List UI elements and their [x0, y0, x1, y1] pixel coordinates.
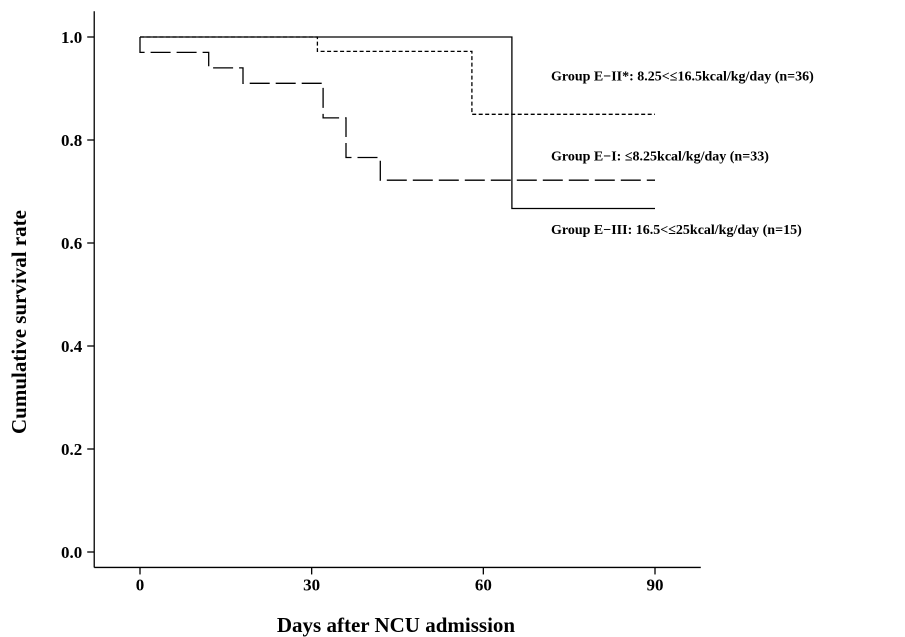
- y-tick-label: 0.0: [61, 543, 82, 562]
- x-axis-title: Days after NCU admission: [277, 613, 516, 637]
- y-tick-label: 0.2: [61, 440, 82, 459]
- ticks: 0.0 0.2 0.4 0.6 0.8 1.0 0 30 60 90: [61, 28, 664, 594]
- x-tick-label: 90: [647, 575, 664, 594]
- survival-curve-solid: [140, 36, 655, 210]
- y-tick-label: 0.4: [61, 337, 83, 356]
- survival-curves: [139, 36, 655, 210]
- y-tick-label: 1.0: [61, 28, 82, 47]
- x-tick-label: 60: [475, 575, 492, 594]
- y-axis-title: Cumulative survival rate: [7, 210, 31, 434]
- series-labels: Group E−II*: 8.25<≤16.5kcal/kg/day (n=36…: [551, 70, 814, 238]
- survival-curve-short-dash: [140, 36, 655, 115]
- y-tick-label: 0.6: [61, 234, 82, 253]
- axes: [93, 11, 701, 569]
- series-label: Group E−III: 16.5<≤25kcal/kg/day (n=15): [551, 223, 802, 238]
- x-tick-label: 30: [303, 575, 320, 594]
- x-tick-label: 0: [136, 575, 145, 594]
- series-label: Group E−II*: 8.25<≤16.5kcal/kg/day (n=36…: [551, 70, 814, 85]
- y-tick-label: 0.8: [61, 131, 82, 150]
- series-label: Group E−I: ≤8.25kcal/kg/day (n=33): [551, 149, 769, 164]
- survival-curve-long-dash: [139, 37, 655, 181]
